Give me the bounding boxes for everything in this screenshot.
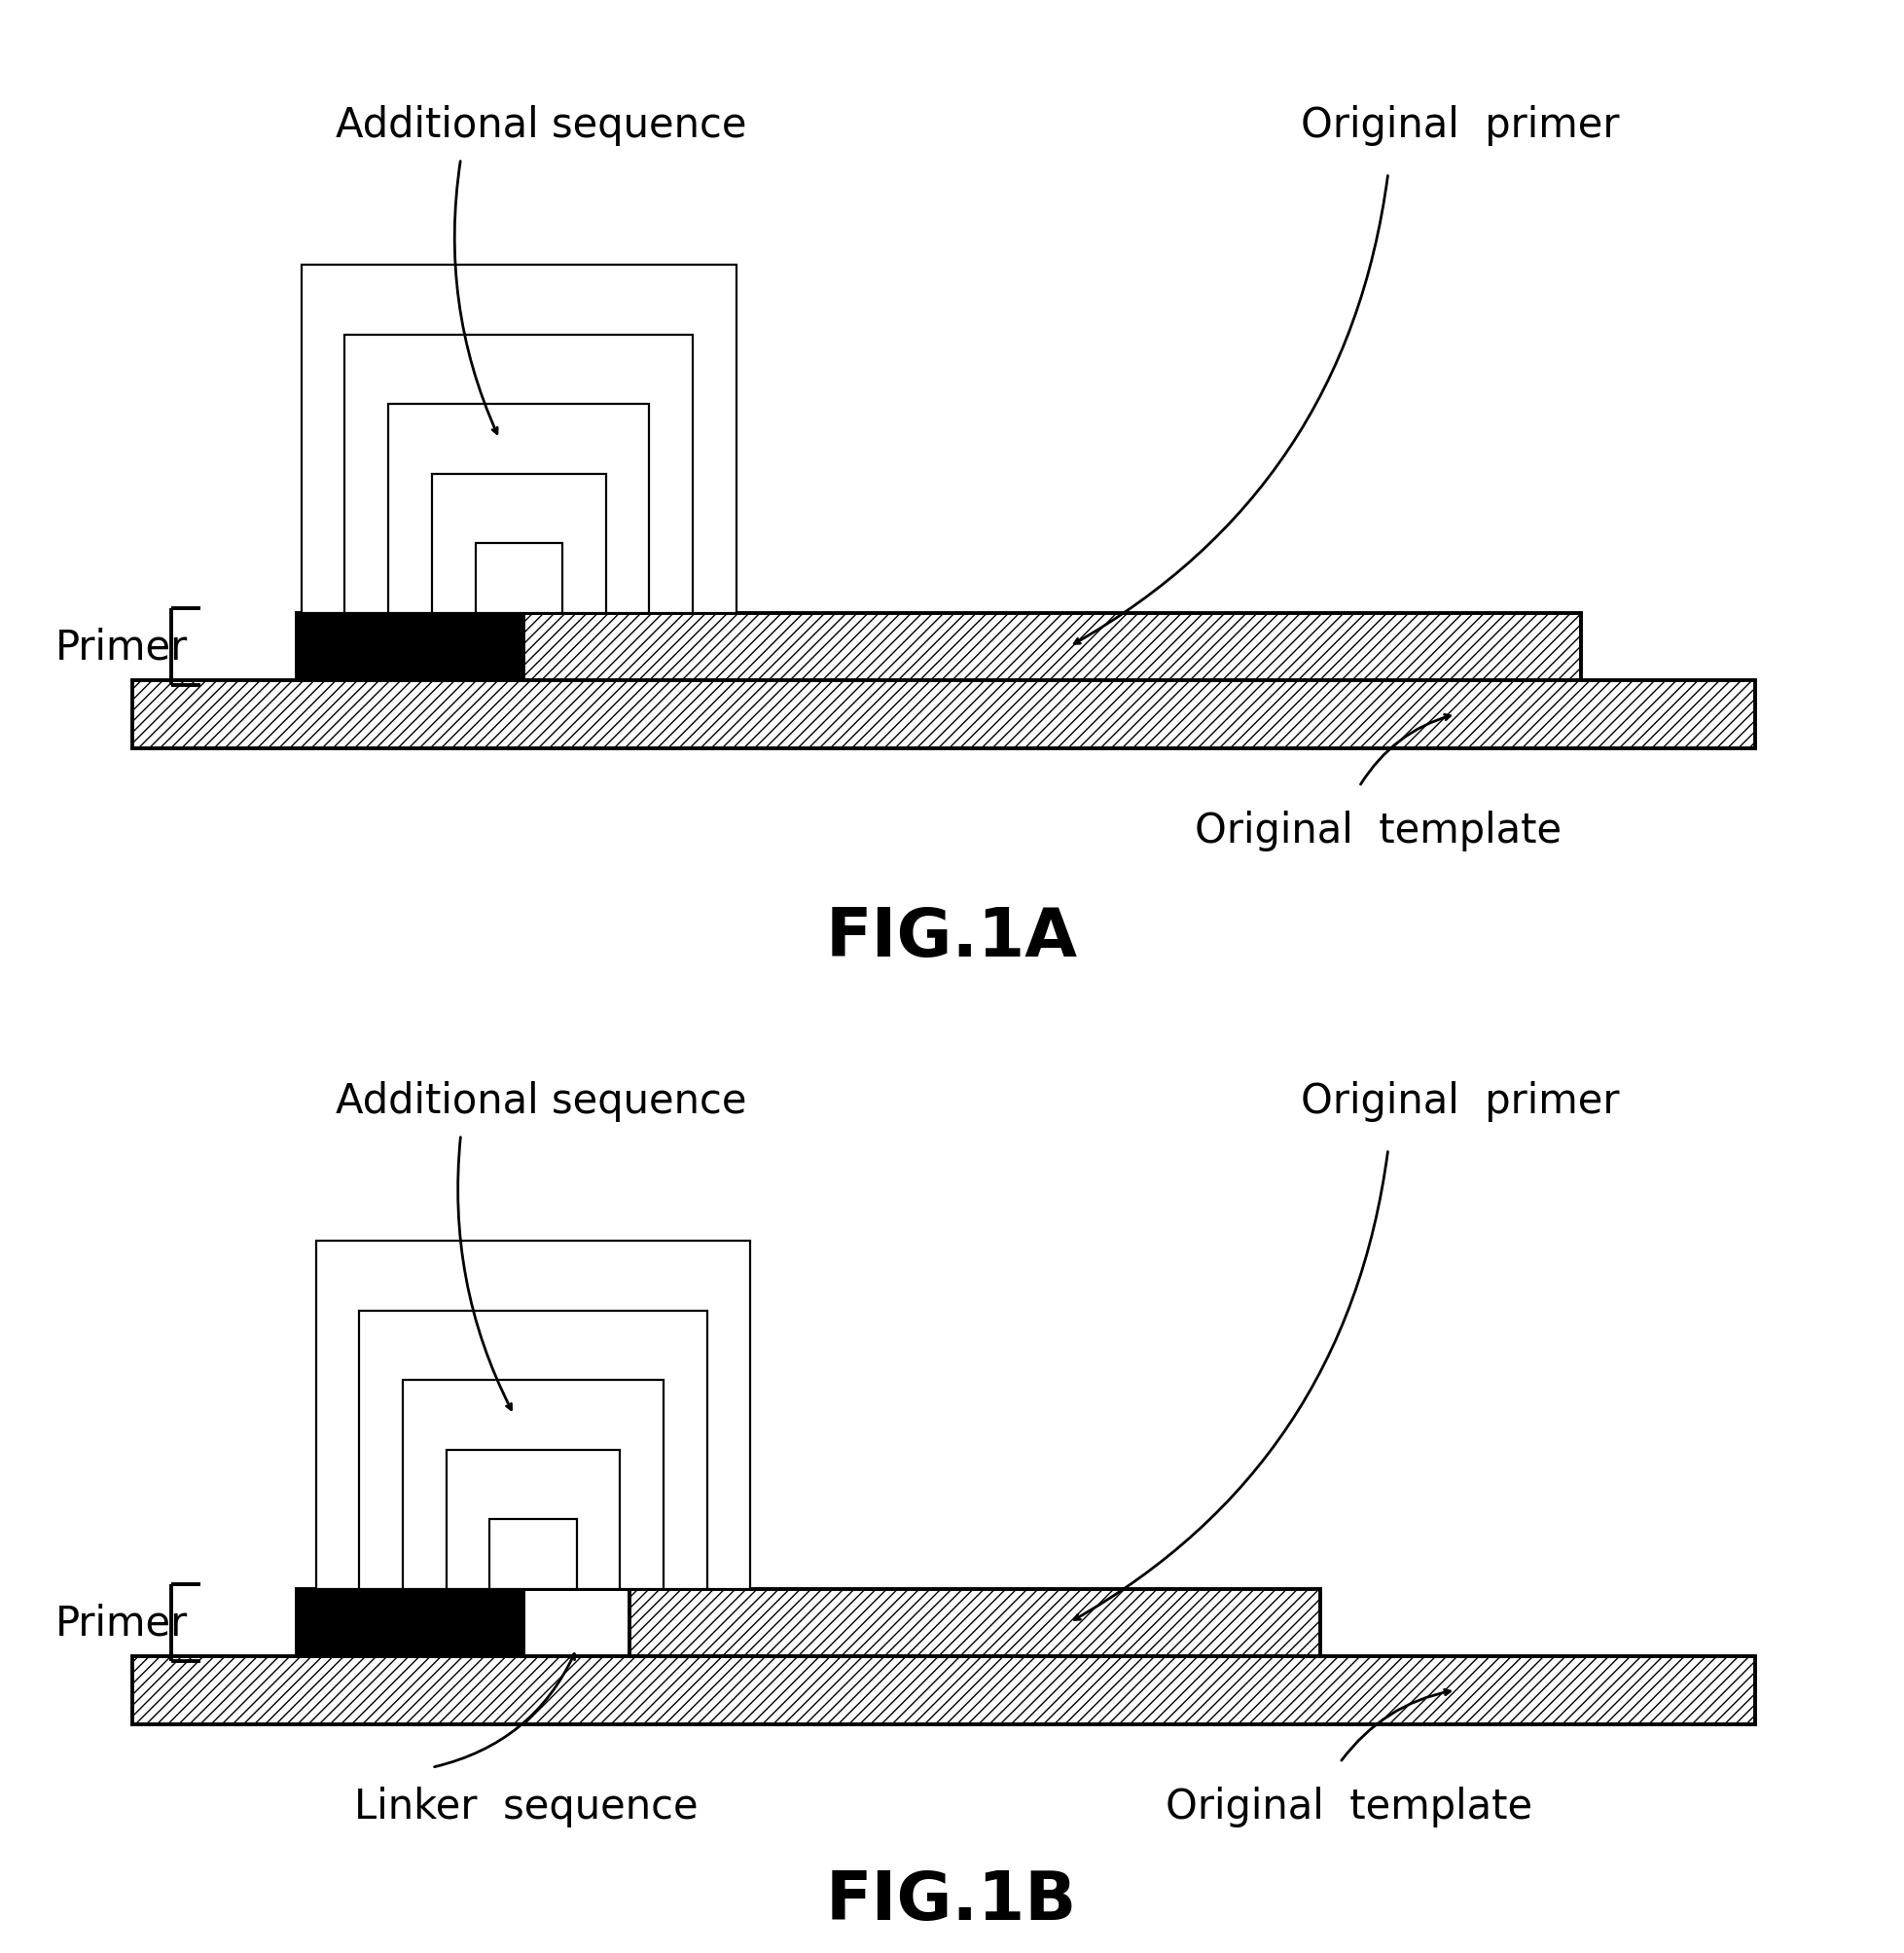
Text: Primer: Primer	[55, 1601, 188, 1642]
Bar	[133, 682, 1755, 748]
Text: Primer: Primer	[55, 627, 188, 668]
Bar	[316, 1242, 750, 1590]
Bar	[518, 613, 1582, 682]
Text: Original  template: Original template	[1165, 1785, 1533, 1826]
Bar	[446, 1449, 621, 1590]
Text: Original  primer: Original primer	[1300, 1080, 1620, 1121]
Bar	[297, 1590, 524, 1656]
Bar	[133, 1656, 1755, 1724]
Text: FIG.1B: FIG.1B	[826, 1867, 1078, 1932]
Bar	[388, 404, 649, 613]
Text: Additional sequence: Additional sequence	[335, 105, 746, 146]
Bar	[345, 336, 693, 613]
Text: Additional sequence: Additional sequence	[335, 1080, 746, 1121]
Bar	[297, 613, 524, 682]
Bar	[630, 1590, 1321, 1656]
Bar	[301, 266, 737, 613]
Text: Original  primer: Original primer	[1300, 105, 1620, 146]
Bar	[404, 1381, 664, 1590]
Bar	[432, 475, 605, 613]
Bar	[489, 1519, 577, 1590]
Bar	[476, 543, 562, 613]
Text: FIG.1A: FIG.1A	[826, 904, 1078, 969]
Text: Linker  sequence: Linker sequence	[354, 1785, 699, 1826]
Bar	[360, 1310, 706, 1590]
Bar	[524, 1590, 630, 1656]
Text: Original  template: Original template	[1196, 810, 1561, 852]
